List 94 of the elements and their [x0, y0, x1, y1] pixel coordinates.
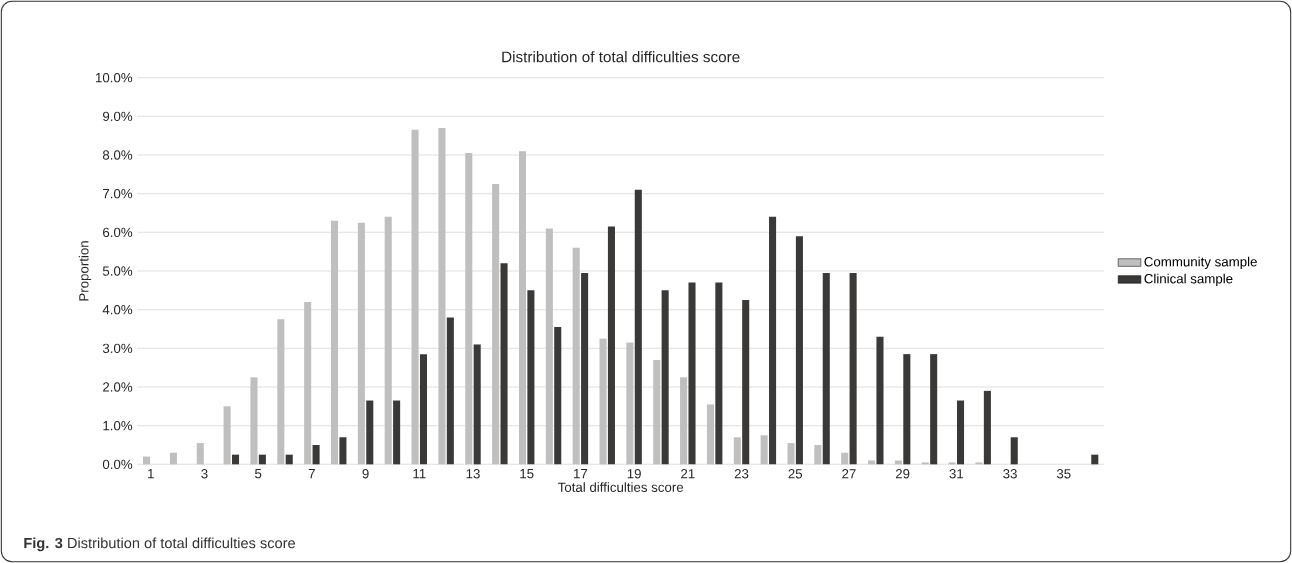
x-tick-label: 25: [788, 469, 803, 479]
bar: [527, 290, 535, 465]
bar: [706, 404, 714, 465]
bar: [787, 443, 795, 465]
bar: [822, 272, 830, 465]
bar: [653, 359, 661, 465]
bar: [868, 460, 876, 465]
bar: [196, 443, 204, 465]
bar: [1091, 454, 1099, 465]
bar: [330, 220, 339, 465]
bar: [688, 282, 696, 465]
y-tick-label: 7.0%: [103, 188, 133, 199]
y-tick-label: 5.0%: [102, 266, 133, 276]
x-tick-label: 9: [362, 469, 369, 479]
x-tick-label: 5: [255, 469, 262, 479]
bar: [169, 452, 177, 465]
bar: [661, 290, 669, 465]
legend-label: Clinical sample: [1144, 273, 1233, 287]
x-tick-label: 19: [627, 469, 641, 479]
bar: [231, 454, 240, 465]
bar: [903, 354, 911, 465]
bar: [626, 342, 634, 465]
bar: [1010, 437, 1018, 465]
bar: [366, 400, 374, 465]
bar: [841, 452, 849, 465]
y-tick-label: 9.0%: [102, 111, 133, 122]
bar: [312, 445, 320, 465]
x-tick-label: 29: [895, 469, 910, 479]
bar: [518, 151, 527, 465]
bar: [607, 226, 615, 465]
x-tick-label: 1: [148, 469, 154, 479]
x-axis-title: Total difficulties score: [557, 482, 684, 492]
bar: [581, 272, 589, 465]
x-tick-label: 21: [681, 469, 695, 479]
bar: [492, 183, 500, 465]
y-tick-label: 10.0%: [96, 72, 133, 83]
y-tick-label: 2.0%: [103, 382, 133, 392]
bar: [733, 437, 741, 465]
bar: [760, 435, 768, 465]
bar: [465, 153, 473, 465]
x-tick-label: 15: [520, 469, 534, 479]
chart-title: Distribution of total difficulties score: [502, 51, 740, 63]
bar: [473, 344, 481, 465]
bar: [572, 247, 580, 465]
bar: [634, 189, 642, 465]
bar: [554, 327, 562, 465]
bar: [250, 377, 258, 465]
x-tick-label: 31: [949, 469, 964, 479]
bar: [715, 282, 723, 465]
y-tick-label: 8.0%: [102, 150, 133, 160]
bar: [438, 127, 446, 465]
text: Fig. 3 Distribution of total difficulties score: [24, 537, 295, 552]
x-tick-label: 13: [466, 469, 480, 479]
bar: [304, 301, 312, 465]
y-tick-label: 6.0%: [103, 227, 133, 238]
bar: [277, 319, 285, 465]
x-tick-label: 23: [734, 469, 749, 479]
bar: [956, 400, 965, 465]
bar: [545, 228, 553, 465]
x-tick-label: 7: [308, 469, 315, 479]
x-tick-label: 27: [842, 469, 856, 479]
bar: [742, 300, 750, 465]
x-tick-label: 17: [574, 469, 588, 479]
bar: [258, 454, 266, 465]
bar: [357, 222, 365, 465]
bar: [930, 354, 938, 465]
x-tick-label: 11: [413, 469, 426, 479]
bar: [814, 445, 822, 465]
y-tick-label: 4.0%: [102, 304, 133, 315]
bar: [419, 354, 428, 465]
bar: [795, 236, 803, 465]
x-tick-label: 3: [201, 469, 208, 479]
bar: [500, 263, 508, 465]
bar: [680, 377, 688, 465]
legend-label: Community sample: [1144, 256, 1257, 270]
y-tick-label: 0.0%: [102, 459, 133, 470]
x-tick-label: 33: [1003, 469, 1017, 479]
bar: [446, 317, 454, 465]
bar: [983, 390, 991, 465]
bar: [876, 336, 884, 465]
bar: [393, 400, 401, 465]
bar: [384, 216, 392, 465]
bar: [894, 460, 902, 465]
bar: [285, 454, 293, 465]
bar: [849, 272, 857, 465]
bar: [599, 338, 607, 465]
bar: [339, 437, 347, 465]
y-tick-label: 3.0%: [102, 343, 133, 354]
bar: [769, 216, 777, 465]
y-tick-label: 1.0%: [103, 420, 133, 431]
bar: [223, 406, 231, 465]
bar: [411, 129, 419, 465]
y-axis-title: Proportion: [78, 241, 92, 301]
x-tick-label: 35: [1056, 469, 1071, 479]
